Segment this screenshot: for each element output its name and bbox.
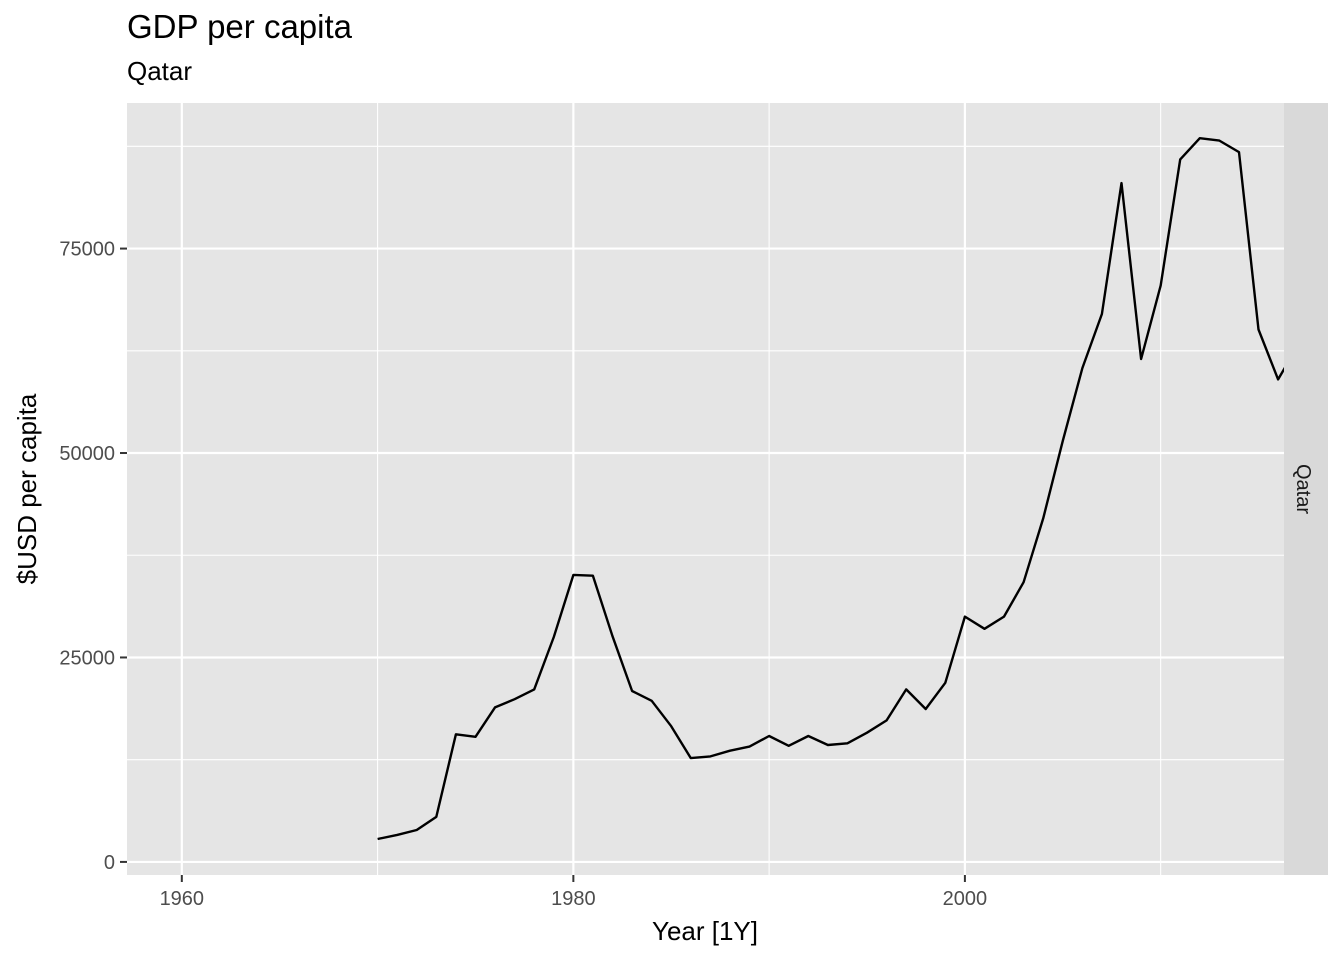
x-tick-label: 2000 <box>943 888 988 910</box>
chart-title: GDP per capita <box>127 8 353 45</box>
x-axis-title: Year [1Y] <box>652 916 758 946</box>
minor-gridlines <box>127 103 1284 875</box>
series-layer <box>377 136 1299 841</box>
y-tick-label: 75000 <box>59 239 115 261</box>
facet-strip <box>1284 103 1328 875</box>
facet-strip-label: Qatar <box>1292 464 1314 514</box>
chart-subtitle: Qatar <box>127 56 193 86</box>
x-tick-label: 1980 <box>551 888 596 910</box>
x-tick-label: 1960 <box>160 888 205 910</box>
axis-ticks <box>120 247 966 882</box>
major-gridlines <box>127 103 1284 875</box>
series-line <box>377 136 1299 841</box>
y-tick-label: 25000 <box>59 647 115 669</box>
y-axis-title: $USD per capita <box>12 393 42 584</box>
tick-labels: 1960 1980 2000 0 25000 50000 75000 <box>59 239 987 910</box>
y-tick-label: 50000 <box>59 443 115 465</box>
y-tick-label: 0 <box>104 852 115 874</box>
plot-panel <box>127 103 1284 875</box>
